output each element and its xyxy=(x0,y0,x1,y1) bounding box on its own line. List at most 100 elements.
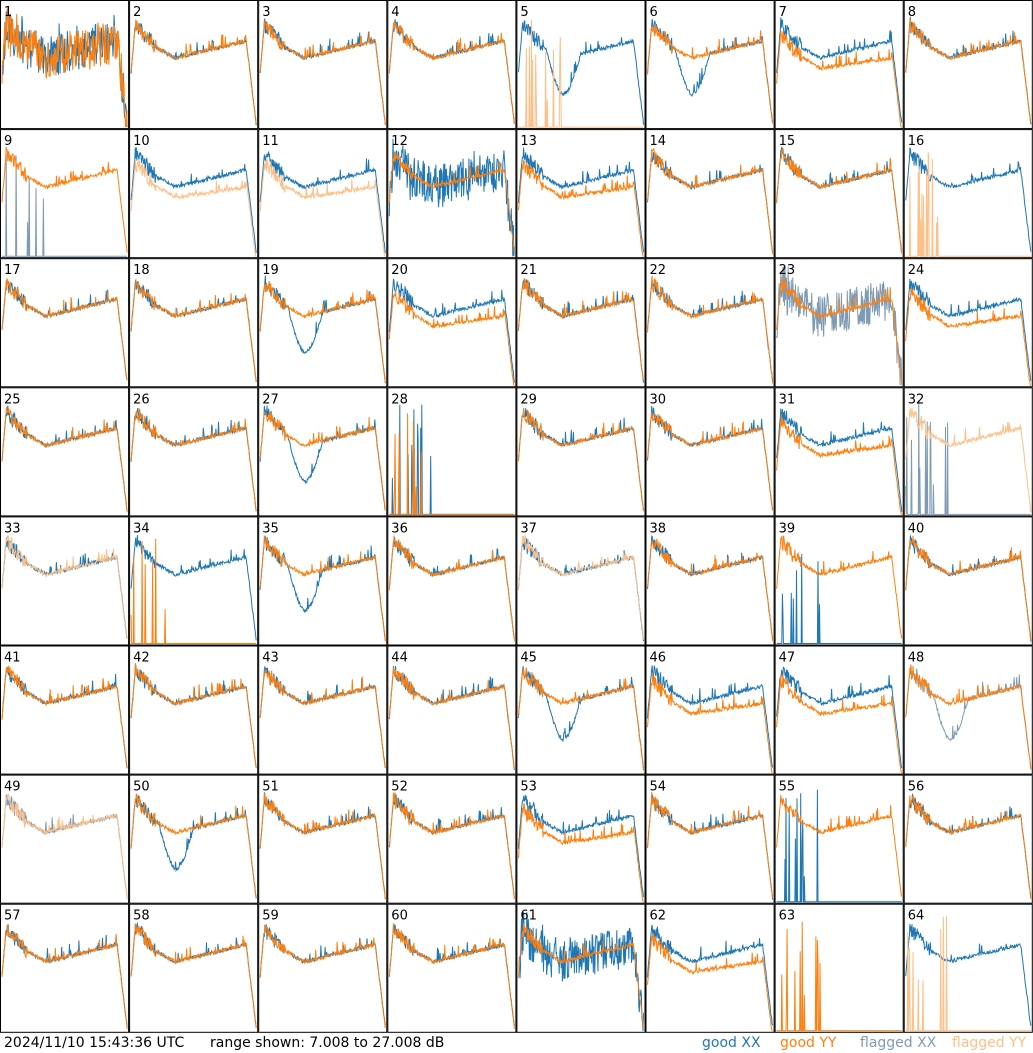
panel-frame xyxy=(903,903,1033,1033)
panel-frame xyxy=(387,516,517,646)
panel-46: 46 xyxy=(645,645,775,775)
series-yy-line xyxy=(130,793,257,897)
series-yy-line xyxy=(1,146,128,253)
series-yy-line xyxy=(647,538,774,641)
series-yy-line xyxy=(1,665,128,768)
panel-frame xyxy=(645,774,775,904)
timestamp: 2024/11/10 15:43:36 UTC xyxy=(4,1035,185,1051)
panel-label: 8 xyxy=(908,5,916,20)
series-yy-line xyxy=(130,538,257,644)
panel-label: 52 xyxy=(391,780,408,795)
series-yy-line xyxy=(776,276,903,383)
series-yy-line xyxy=(517,922,644,1029)
series-yy-line xyxy=(647,791,774,899)
panel-48: 48 xyxy=(903,645,1033,775)
series-yy-line xyxy=(130,924,257,1028)
series-yy-line xyxy=(517,667,644,771)
panel-label: 39 xyxy=(779,521,796,536)
panel-frame xyxy=(129,0,259,130)
series-yy-line xyxy=(647,672,773,774)
panel-55: 55 xyxy=(774,774,904,904)
panel-frame xyxy=(387,774,517,904)
series-yy-line xyxy=(1,8,128,128)
panel-label: 42 xyxy=(133,651,150,666)
panel-frame xyxy=(516,903,646,1033)
panel-frame xyxy=(516,387,646,517)
panel-frame xyxy=(387,645,517,775)
panel-10: 10 xyxy=(129,129,259,259)
panel-37: 37 xyxy=(516,516,646,646)
panel-47: 47 xyxy=(774,645,904,775)
panel-label: 49 xyxy=(4,780,21,795)
series-yy-line xyxy=(388,535,515,642)
series-xx-line xyxy=(776,789,902,903)
series-yy-line xyxy=(388,792,515,900)
panel-43: 43 xyxy=(258,645,388,775)
series-yy-line xyxy=(776,674,902,774)
panel-label: 36 xyxy=(391,521,408,536)
panel-frame xyxy=(774,0,904,130)
panel-label: 16 xyxy=(908,134,925,149)
panel-frame xyxy=(258,774,388,904)
panel-frame xyxy=(903,258,1033,388)
series-yy-line xyxy=(517,803,644,903)
panel-label: 38 xyxy=(650,521,667,536)
panel-frame xyxy=(645,0,775,130)
series-xx-line xyxy=(905,923,1032,1026)
series-yy-line xyxy=(259,19,386,125)
series-xx-line xyxy=(776,666,903,769)
panel-frame xyxy=(0,516,130,646)
panel-label: 47 xyxy=(779,651,796,666)
panel-label: 59 xyxy=(262,909,279,924)
panel-35: 35 xyxy=(258,516,388,646)
panel-44: 44 xyxy=(387,645,517,775)
panel-23: 23 xyxy=(774,258,904,388)
series-yy-line xyxy=(388,21,515,124)
panel-label: 1 xyxy=(4,5,12,20)
panel-9: 9 xyxy=(0,129,130,259)
panel-29: 29 xyxy=(516,387,646,517)
panel-57: 57 xyxy=(0,903,130,1033)
panel-label: 43 xyxy=(262,651,279,666)
panel-label: 63 xyxy=(779,909,796,924)
panel-frame xyxy=(0,774,130,904)
panel-label: 60 xyxy=(391,909,408,924)
series-xx-line xyxy=(518,912,644,1031)
series-yy-line xyxy=(259,281,386,383)
series-yy-line xyxy=(647,411,774,511)
series-yy-line xyxy=(905,152,1031,257)
panel-frame xyxy=(774,387,904,517)
panel-8: 8 xyxy=(903,0,1033,130)
panel-frame xyxy=(903,129,1033,259)
series-yy-line xyxy=(517,407,644,512)
panel-34: 34 xyxy=(129,516,259,646)
panel-3: 3 xyxy=(258,0,388,130)
panel-38: 38 xyxy=(645,516,775,646)
panel-label: 31 xyxy=(779,392,796,407)
series-yy-line xyxy=(1,924,128,1029)
series-yy-line xyxy=(776,414,902,515)
panel-58: 58 xyxy=(129,903,259,1033)
panel-7: 7 xyxy=(774,0,904,130)
legend-flagged-xx: flagged XX xyxy=(860,1035,937,1051)
panel-frame xyxy=(774,903,904,1033)
panel-frame xyxy=(774,645,904,775)
series-xx-line xyxy=(517,20,644,125)
series-yy-line xyxy=(389,413,515,515)
panel-label: 53 xyxy=(520,780,537,795)
panel-label: 29 xyxy=(520,392,537,407)
panel-label: 15 xyxy=(779,134,796,149)
panel-label: 28 xyxy=(391,392,408,407)
panel-frame xyxy=(516,516,646,646)
series-yy-line xyxy=(388,151,515,254)
series-xx-line xyxy=(388,278,515,383)
panel-frame xyxy=(129,645,259,775)
range-text: range shown: 7.008 to 27.008 dB xyxy=(210,1035,445,1051)
panel-frame xyxy=(129,903,259,1033)
panel-frame xyxy=(258,903,388,1033)
panel-frame xyxy=(0,903,130,1033)
series-yy-line xyxy=(905,664,1032,770)
panel-label: 37 xyxy=(520,521,537,536)
panel-15: 15 xyxy=(774,129,904,259)
panel-frame xyxy=(0,645,130,775)
